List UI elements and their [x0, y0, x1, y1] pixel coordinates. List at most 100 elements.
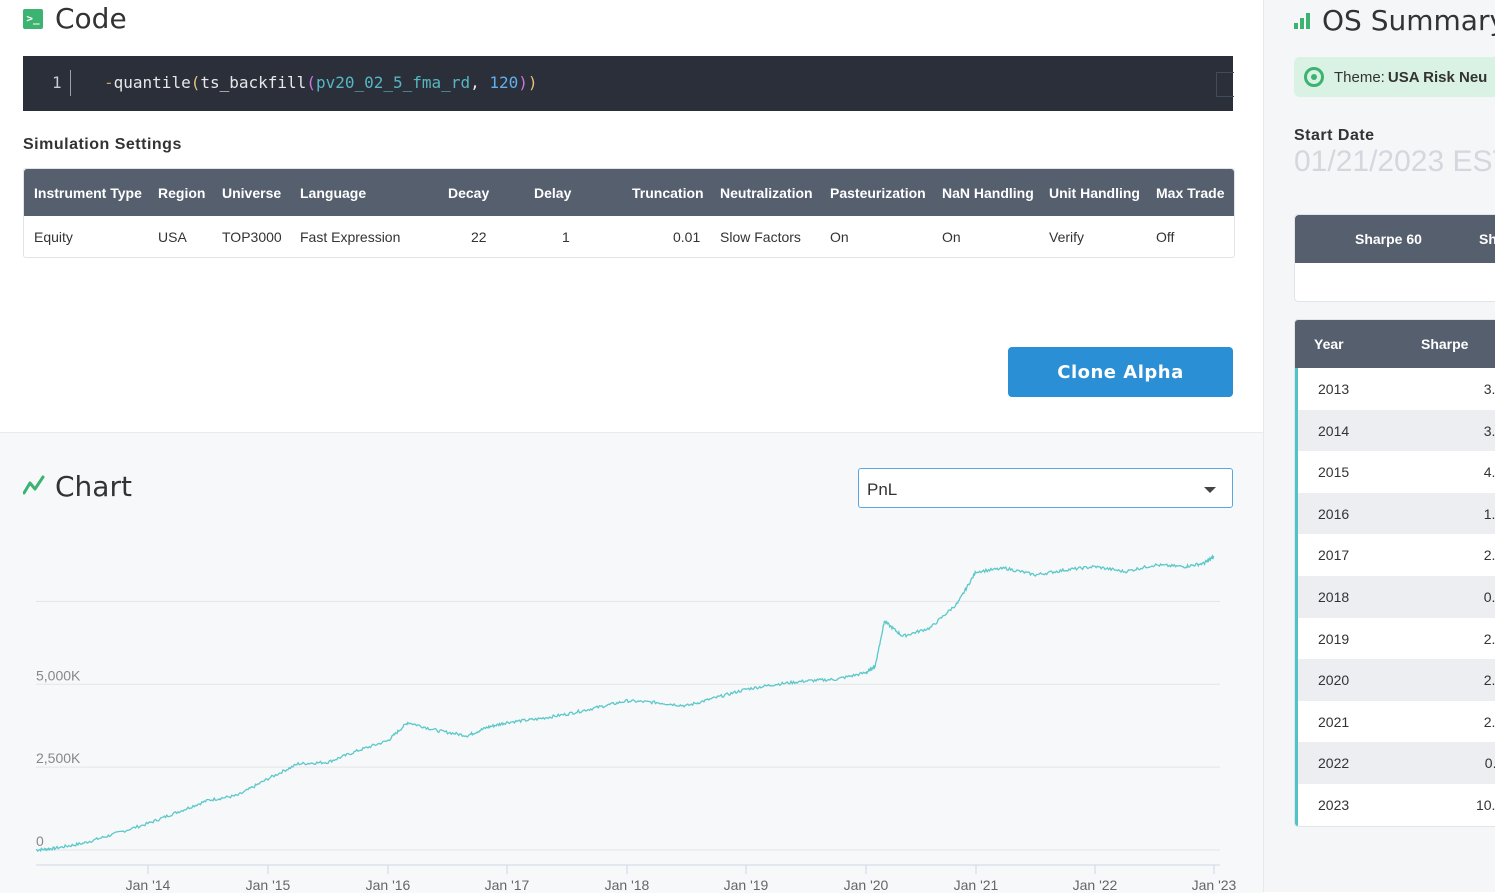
- sim-header-cell: Decay: [448, 184, 490, 201]
- clone-alpha-button[interactable]: Clone Alpha: [1008, 347, 1233, 397]
- year-header-cell: Sharpe: [1421, 336, 1469, 352]
- pnl-series-line[interactable]: [35, 554, 1215, 853]
- x-tick-label: Jan '15: [246, 877, 291, 892]
- sharpe-60-table: Sharpe 60 Sh: [1294, 214, 1495, 302]
- sharpe-cell: 4.38: [1483, 464, 1495, 481]
- sim-header-cell: NaN Handling: [942, 184, 1034, 201]
- sharpe-cell: 2.58: [1483, 672, 1495, 689]
- year-row: 2020 2.58: [1295, 659, 1495, 701]
- start-date-value: 01/21/2023 EST: [1294, 145, 1495, 178]
- x-tick-label: Jan '14: [126, 877, 171, 892]
- x-tick-label: Jan '23: [1192, 877, 1237, 892]
- year-cell: 2021: [1318, 713, 1350, 730]
- code-token-paren: (: [190, 73, 201, 92]
- year-row: 2016 1.26: [1295, 492, 1495, 535]
- sim-table-row: Equity USA TOP3000 Fast Expression 22 1 …: [24, 216, 1234, 257]
- sharpe-cell: 2.34: [1483, 547, 1495, 564]
- sim-header-cell: Region: [158, 184, 206, 201]
- code-expression[interactable]: -quantile(ts_backfill(pv20_02_5_fma_rd, …: [104, 73, 538, 92]
- code-token-paren: (: [306, 73, 316, 92]
- code-token-fn2: ts_backfill: [200, 73, 307, 92]
- sim-cell-truncation: 0.01: [673, 228, 701, 245]
- year-cell: 2019: [1318, 630, 1350, 647]
- yearly-sharpe-table: Year Sharpe 2013 3.36 2014 3.27 2015 4.38 2…: [1294, 319, 1495, 827]
- year-row: 2014 3.27: [1295, 409, 1495, 452]
- sim-header-cell: Neutralization: [720, 184, 813, 201]
- year-row: 2013 3.36: [1295, 368, 1495, 410]
- caret-down-icon: [1204, 487, 1216, 493]
- sim-table-header: Instrument Type Region Universe Language…: [24, 169, 1234, 216]
- sim-cell-neutralization: Slow Factors: [720, 228, 801, 245]
- x-tick-label: Jan '18: [605, 877, 650, 892]
- year-header-cell: Year: [1314, 336, 1344, 352]
- sharpe-60-header: Sharpe 60 Sh: [1295, 215, 1495, 263]
- chart-title-text: Chart: [55, 470, 132, 503]
- year-row: 2017 2.34: [1295, 534, 1495, 576]
- sharpe-cell: 1.26: [1483, 505, 1495, 522]
- os-summary-title: OS Summary: [1294, 4, 1495, 37]
- sim-header-cell: Instrument Type: [34, 184, 142, 201]
- year-cell: 2023: [1318, 796, 1350, 813]
- sim-header-cell: Language: [300, 184, 367, 201]
- sharpe-60-header-cell: Sharpe 60: [1355, 231, 1422, 247]
- y-tick-label: 0: [36, 833, 44, 849]
- simulation-settings-title: Simulation Settings: [23, 136, 182, 153]
- code-token-paren: ): [518, 73, 528, 92]
- sharpe-cell: 10.47: [1475, 796, 1495, 813]
- sharpe-cell: 3.36: [1483, 381, 1495, 397]
- sim-header-cell: Delay: [534, 184, 572, 201]
- x-tick-label: Jan '21: [954, 877, 999, 892]
- sim-cell-decay: 22: [471, 228, 487, 245]
- os-summary-panel: OS Summary Theme: USA Risk Neu Start Dat…: [1263, 0, 1495, 892]
- year-row: 2015 4.38: [1295, 451, 1495, 493]
- simulation-settings-table: Instrument Type Region Universe Language…: [23, 168, 1235, 258]
- sim-cell-max-trade: Off: [1156, 228, 1175, 245]
- sim-cell-unit-handling: Verify: [1049, 228, 1085, 245]
- target-icon: [1304, 67, 1324, 87]
- x-tick-label: Jan '19: [724, 877, 769, 892]
- x-tick-label: Jan '20: [844, 877, 889, 892]
- year-row: 2023 10.47: [1295, 783, 1495, 826]
- year-cell: 2013: [1318, 381, 1350, 397]
- line-chart-icon-svg: [22, 475, 45, 494]
- chart-section: [0, 432, 1263, 893]
- year-cell: 2014: [1318, 422, 1350, 439]
- year-cell: 2020: [1318, 672, 1350, 689]
- gutter-divider: [70, 70, 71, 96]
- sim-cell-language: Fast Expression: [300, 228, 401, 245]
- chart-type-value: PnL: [867, 480, 898, 499]
- bar-chart-icon: [1294, 12, 1310, 29]
- code-editor[interactable]: [23, 56, 1233, 111]
- year-cell: 2022: [1318, 755, 1350, 772]
- sim-cell-delay: 1: [562, 228, 570, 245]
- code-token-num: 120: [489, 73, 519, 92]
- code-token-minus: -: [104, 73, 114, 92]
- year-row: 2019 2.43: [1295, 617, 1495, 660]
- sim-header-cell: Pasteurization: [830, 184, 926, 201]
- year-cell: 2015: [1318, 464, 1350, 481]
- line-number: 1: [52, 73, 62, 92]
- sim-cell-universe: TOP3000: [222, 228, 282, 245]
- year-cell: 2017: [1318, 547, 1350, 564]
- os-summary-title-text: OS Summary: [1322, 4, 1495, 37]
- year-cell: 2018: [1318, 588, 1350, 605]
- sim-cell-pasteurization: On: [830, 228, 849, 245]
- chart-type-select[interactable]: PnL: [858, 468, 1233, 508]
- terminal-icon: >_: [23, 8, 43, 29]
- theme-value: USA Risk Neu: [1387, 68, 1488, 86]
- sharpe-cell: 3.27: [1483, 422, 1495, 439]
- sharpe-cell: 2.43: [1483, 630, 1495, 647]
- year-table-header: Year Sharpe: [1295, 320, 1495, 368]
- code-section-title: >_ Code: [23, 2, 127, 35]
- line-chart-icon: [22, 473, 45, 501]
- chart-section-title: Chart: [22, 470, 132, 503]
- sim-header-cell: Universe: [222, 184, 282, 201]
- sharpe-60-header-cell: Sh: [1479, 231, 1495, 247]
- sim-cell-region: USA: [158, 228, 187, 245]
- editor-scroll-indicator: [1216, 72, 1234, 97]
- year-row: 2018 0.77: [1295, 575, 1495, 618]
- pnl-chart[interactable]: 0 2,500K 5,000K Jan '14 Jan '15 Jan '16 Jan '1…: [0, 520, 1263, 892]
- x-tick-label: Jan '16: [366, 877, 411, 892]
- theme-badge[interactable]: Theme: USA Risk Neu: [1294, 57, 1495, 97]
- sim-header-cell: Truncation: [632, 184, 704, 201]
